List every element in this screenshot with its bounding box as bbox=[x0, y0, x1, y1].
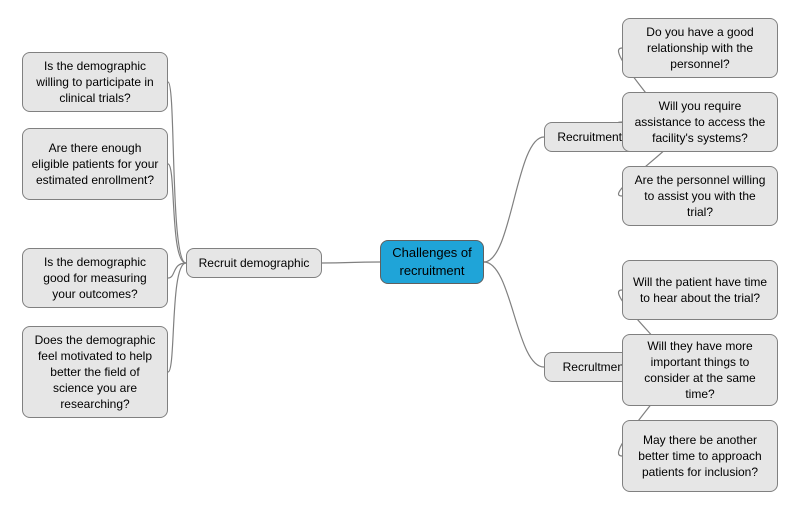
leaf-right-0-2: Are the personnel willing to assist you … bbox=[622, 166, 778, 226]
leaf-right-1-2: May there be another better time to appr… bbox=[622, 420, 778, 492]
leaf-right-0-0: Do you have a good relationship with the… bbox=[622, 18, 778, 78]
root-label: Challenges of recruitment bbox=[389, 244, 475, 279]
edge-0 bbox=[322, 262, 380, 263]
leaf-demographic-3-label: Does the demographic feel motivated to h… bbox=[31, 332, 159, 413]
branch-recruit-demographic-label: Recruit demographic bbox=[199, 255, 310, 271]
edge-4 bbox=[168, 263, 186, 372]
edge-1 bbox=[168, 82, 186, 263]
edge-2 bbox=[168, 164, 186, 263]
edge-9 bbox=[484, 262, 544, 367]
root-node: Challenges of recruitment bbox=[380, 240, 484, 284]
leaf-right-1-1-label: Will they have more important things to … bbox=[631, 338, 769, 403]
leaf-demographic-1-label: Are there enough eligible patients for y… bbox=[31, 140, 159, 189]
leaf-demographic-1: Are there enough eligible patients for y… bbox=[22, 128, 168, 200]
leaf-demographic-0: Is the demographic willing to participat… bbox=[22, 52, 168, 112]
leaf-demographic-2-label: Is the demographic good for measuring yo… bbox=[31, 254, 159, 303]
leaf-right-1-0-label: Will the patient have time to hear about… bbox=[631, 274, 769, 306]
branch-recruit-demographic: Recruit demographic bbox=[186, 248, 322, 278]
leaf-right-1-1: Will they have more important things to … bbox=[622, 334, 778, 406]
leaf-right-1-0: Will the patient have time to hear about… bbox=[622, 260, 778, 320]
leaf-demographic-2: Is the demographic good for measuring yo… bbox=[22, 248, 168, 308]
edge-5 bbox=[484, 137, 544, 262]
leaf-right-0-2-label: Are the personnel willing to assist you … bbox=[631, 172, 769, 221]
leaf-demographic-0-label: Is the demographic willing to participat… bbox=[31, 58, 159, 107]
leaf-right-1-2-label: May there be another better time to appr… bbox=[631, 432, 769, 481]
leaf-right-0-1-label: Will you require assistance to access th… bbox=[631, 98, 769, 147]
leaf-demographic-3: Does the demographic feel motivated to h… bbox=[22, 326, 168, 418]
leaf-right-0-0-label: Do you have a good relationship with the… bbox=[631, 24, 769, 73]
leaf-right-0-1: Will you require assistance to access th… bbox=[622, 92, 778, 152]
edge-3 bbox=[168, 263, 186, 278]
